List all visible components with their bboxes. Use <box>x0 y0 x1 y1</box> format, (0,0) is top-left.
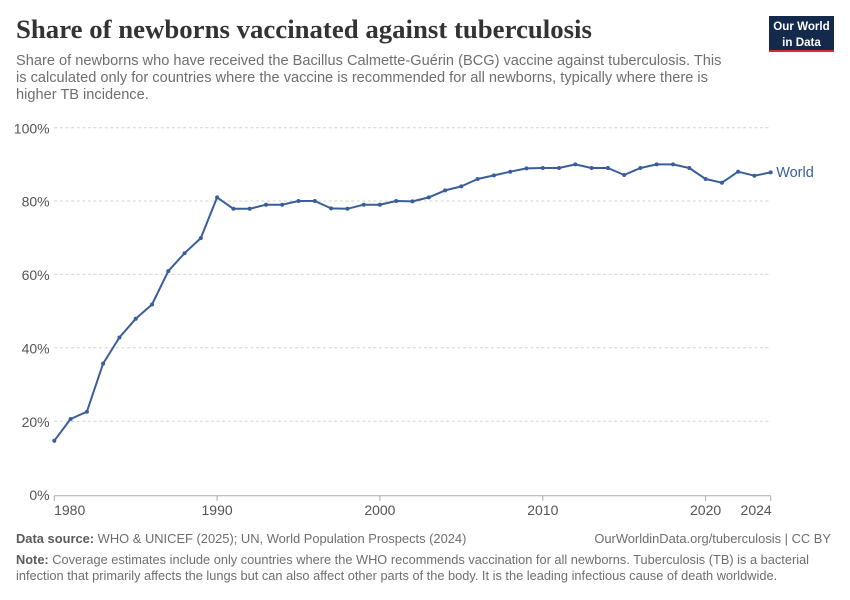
svg-text:100%: 100% <box>14 120 50 136</box>
svg-text:0%: 0% <box>29 487 49 503</box>
svg-text:40%: 40% <box>22 340 50 356</box>
svg-text:60%: 60% <box>22 267 50 283</box>
svg-text:20%: 20% <box>22 414 50 430</box>
svg-text:80%: 80% <box>22 194 50 210</box>
svg-text:1980: 1980 <box>54 502 85 518</box>
svg-text:1990: 1990 <box>202 502 233 518</box>
svg-text:2024: 2024 <box>741 502 772 518</box>
svg-text:2000: 2000 <box>364 502 395 518</box>
svg-text:2020: 2020 <box>690 502 721 518</box>
svg-text:2010: 2010 <box>527 502 558 518</box>
svg-text:World: World <box>776 165 814 181</box>
